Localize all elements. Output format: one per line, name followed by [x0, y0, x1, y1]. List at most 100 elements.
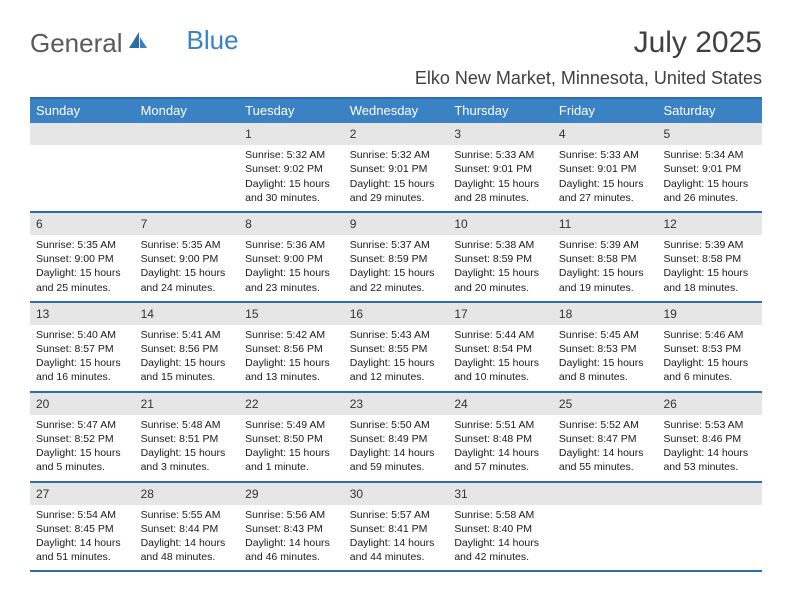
sunset-text: Sunset: 8:45 PM	[36, 522, 129, 536]
calendar: SundayMondayTuesdayWednesdayThursdayFrid…	[30, 97, 762, 572]
day-cell: 20Sunrise: 5:47 AMSunset: 8:52 PMDayligh…	[30, 393, 135, 481]
day-cell: 30Sunrise: 5:57 AMSunset: 8:41 PMDayligh…	[344, 483, 449, 571]
day-body: Sunrise: 5:39 AMSunset: 8:58 PMDaylight:…	[657, 235, 762, 301]
sunrise-text: Sunrise: 5:49 AM	[245, 418, 338, 432]
daylight-text: Daylight: 15 hours and 3 minutes.	[141, 446, 234, 474]
sunset-text: Sunset: 9:01 PM	[350, 162, 443, 176]
weekday-thursday: Thursday	[448, 99, 553, 123]
logo: General Blue	[30, 28, 239, 59]
day-body: Sunrise: 5:48 AMSunset: 8:51 PMDaylight:…	[135, 415, 240, 481]
daylight-text: Daylight: 15 hours and 22 minutes.	[350, 266, 443, 294]
daylight-text: Daylight: 14 hours and 53 minutes.	[663, 446, 756, 474]
daylight-text: Daylight: 15 hours and 12 minutes.	[350, 356, 443, 384]
day-number: 1	[239, 123, 344, 145]
location: Elko New Market, Minnesota, United State…	[415, 68, 762, 89]
day-body: Sunrise: 5:33 AMSunset: 9:01 PMDaylight:…	[448, 145, 553, 211]
daylight-text: Daylight: 15 hours and 6 minutes.	[663, 356, 756, 384]
sunset-text: Sunset: 8:51 PM	[141, 432, 234, 446]
day-body: Sunrise: 5:42 AMSunset: 8:56 PMDaylight:…	[239, 325, 344, 391]
month-title: July 2025	[415, 28, 762, 58]
day-cell: 19Sunrise: 5:46 AMSunset: 8:53 PMDayligh…	[657, 303, 762, 391]
daylight-text: Daylight: 14 hours and 51 minutes.	[36, 536, 129, 564]
day-body: Sunrise: 5:40 AMSunset: 8:57 PMDaylight:…	[30, 325, 135, 391]
day-cell: 10Sunrise: 5:38 AMSunset: 8:59 PMDayligh…	[448, 213, 553, 301]
day-number: 20	[30, 393, 135, 415]
sunset-text: Sunset: 8:53 PM	[663, 342, 756, 356]
day-number: 31	[448, 483, 553, 505]
sunset-text: Sunset: 8:53 PM	[559, 342, 652, 356]
day-number: 9	[344, 213, 449, 235]
day-number: 21	[135, 393, 240, 415]
day-body: Sunrise: 5:39 AMSunset: 8:58 PMDaylight:…	[553, 235, 658, 301]
sunset-text: Sunset: 8:41 PM	[350, 522, 443, 536]
weekday-wednesday: Wednesday	[344, 99, 449, 123]
sunrise-text: Sunrise: 5:35 AM	[141, 238, 234, 252]
day-cell: 23Sunrise: 5:50 AMSunset: 8:49 PMDayligh…	[344, 393, 449, 481]
daylight-text: Daylight: 15 hours and 5 minutes.	[36, 446, 129, 474]
daylight-text: Daylight: 15 hours and 20 minutes.	[454, 266, 547, 294]
header: General Blue July 2025 Elko New Market, …	[0, 0, 792, 89]
daylight-text: Daylight: 15 hours and 24 minutes.	[141, 266, 234, 294]
weekday-saturday: Saturday	[657, 99, 762, 123]
sunset-text: Sunset: 8:43 PM	[245, 522, 338, 536]
daylight-text: Daylight: 15 hours and 8 minutes.	[559, 356, 652, 384]
sunset-text: Sunset: 8:56 PM	[141, 342, 234, 356]
day-number: 22	[239, 393, 344, 415]
day-body: Sunrise: 5:55 AMSunset: 8:44 PMDaylight:…	[135, 505, 240, 571]
daylight-text: Daylight: 14 hours and 59 minutes.	[350, 446, 443, 474]
day-number: 19	[657, 303, 762, 325]
sunset-text: Sunset: 9:00 PM	[245, 252, 338, 266]
daylight-text: Daylight: 15 hours and 28 minutes.	[454, 177, 547, 205]
day-number: 26	[657, 393, 762, 415]
day-body: Sunrise: 5:32 AMSunset: 9:02 PMDaylight:…	[239, 145, 344, 211]
daylight-text: Daylight: 14 hours and 57 minutes.	[454, 446, 547, 474]
weekday-monday: Monday	[135, 99, 240, 123]
day-cell: 14Sunrise: 5:41 AMSunset: 8:56 PMDayligh…	[135, 303, 240, 391]
day-body: Sunrise: 5:32 AMSunset: 9:01 PMDaylight:…	[344, 145, 449, 211]
day-number	[30, 123, 135, 145]
day-body: Sunrise: 5:51 AMSunset: 8:48 PMDaylight:…	[448, 415, 553, 481]
day-body: Sunrise: 5:41 AMSunset: 8:56 PMDaylight:…	[135, 325, 240, 391]
day-body: Sunrise: 5:34 AMSunset: 9:01 PMDaylight:…	[657, 145, 762, 211]
sunrise-text: Sunrise: 5:58 AM	[454, 508, 547, 522]
sunset-text: Sunset: 8:57 PM	[36, 342, 129, 356]
day-body: Sunrise: 5:53 AMSunset: 8:46 PMDaylight:…	[657, 415, 762, 481]
day-number: 12	[657, 213, 762, 235]
day-cell: 28Sunrise: 5:55 AMSunset: 8:44 PMDayligh…	[135, 483, 240, 571]
day-body: Sunrise: 5:37 AMSunset: 8:59 PMDaylight:…	[344, 235, 449, 301]
day-number: 7	[135, 213, 240, 235]
sunset-text: Sunset: 8:44 PM	[141, 522, 234, 536]
weekday-header: SundayMondayTuesdayWednesdayThursdayFrid…	[30, 99, 762, 123]
sunrise-text: Sunrise: 5:42 AM	[245, 328, 338, 342]
week-row: 1Sunrise: 5:32 AMSunset: 9:02 PMDaylight…	[30, 123, 762, 213]
weekday-sunday: Sunday	[30, 99, 135, 123]
day-body: Sunrise: 5:35 AMSunset: 9:00 PMDaylight:…	[30, 235, 135, 301]
daylight-text: Daylight: 14 hours and 46 minutes.	[245, 536, 338, 564]
day-cell: 31Sunrise: 5:58 AMSunset: 8:40 PMDayligh…	[448, 483, 553, 571]
day-cell: 1Sunrise: 5:32 AMSunset: 9:02 PMDaylight…	[239, 123, 344, 211]
day-number: 23	[344, 393, 449, 415]
daylight-text: Daylight: 15 hours and 16 minutes.	[36, 356, 129, 384]
logo-sail-icon	[127, 26, 149, 57]
sunrise-text: Sunrise: 5:36 AM	[245, 238, 338, 252]
day-number	[135, 123, 240, 145]
sunrise-text: Sunrise: 5:35 AM	[36, 238, 129, 252]
sunrise-text: Sunrise: 5:57 AM	[350, 508, 443, 522]
sunrise-text: Sunrise: 5:45 AM	[559, 328, 652, 342]
sunset-text: Sunset: 8:56 PM	[245, 342, 338, 356]
day-number: 5	[657, 123, 762, 145]
day-number: 14	[135, 303, 240, 325]
day-number: 11	[553, 213, 658, 235]
day-number	[657, 483, 762, 505]
logo-text-blue: Blue	[187, 25, 239, 56]
day-cell: 25Sunrise: 5:52 AMSunset: 8:47 PMDayligh…	[553, 393, 658, 481]
sunrise-text: Sunrise: 5:55 AM	[141, 508, 234, 522]
day-number: 28	[135, 483, 240, 505]
day-number: 30	[344, 483, 449, 505]
day-body: Sunrise: 5:33 AMSunset: 9:01 PMDaylight:…	[553, 145, 658, 211]
sunset-text: Sunset: 9:01 PM	[454, 162, 547, 176]
day-number: 15	[239, 303, 344, 325]
day-cell: 5Sunrise: 5:34 AMSunset: 9:01 PMDaylight…	[657, 123, 762, 211]
sunset-text: Sunset: 9:00 PM	[141, 252, 234, 266]
day-number: 10	[448, 213, 553, 235]
